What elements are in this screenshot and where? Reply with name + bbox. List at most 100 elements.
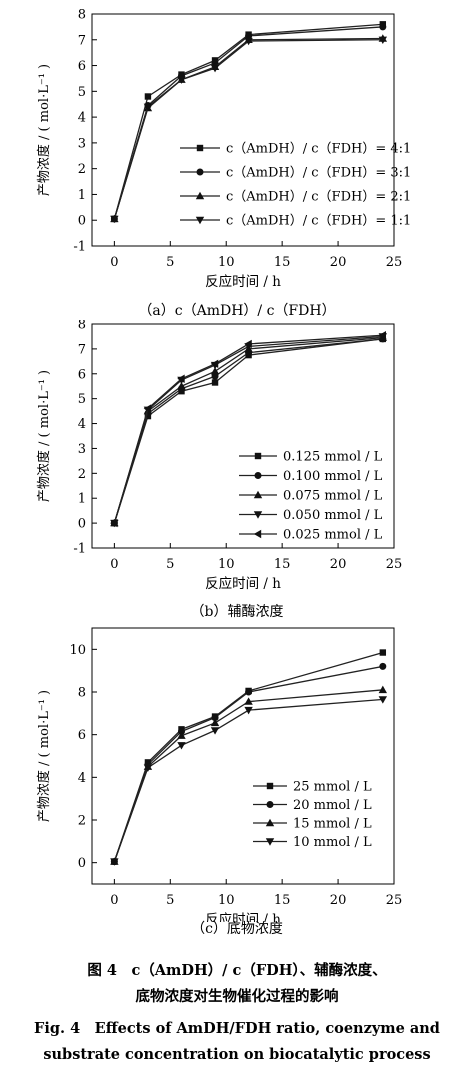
- x-tick-label: 5: [166, 557, 174, 572]
- x-tick-label: 0: [110, 893, 118, 908]
- data-point: [110, 858, 119, 866]
- y-tick-label: 4: [78, 417, 86, 432]
- y-tick-label: 1: [78, 492, 86, 507]
- legend-label: 0.075 mmol / L: [283, 489, 383, 504]
- figure-caption-cn-line1: 图 4 c（AmDH）/ c（FDH）、辅酶浓度、: [87, 962, 387, 979]
- y-tick-label: -1: [73, 542, 86, 557]
- data-point: [210, 727, 220, 735]
- data-point: [378, 36, 388, 44]
- y-axis-label: 产物浓度 / ( mol·L⁻¹ ): [36, 690, 52, 822]
- data-point: [244, 697, 253, 705]
- data-point: [143, 764, 153, 772]
- legend-label: 10 mmol / L: [293, 835, 372, 850]
- data-point: [211, 379, 219, 386]
- series-4: c（AmDH）/ c（FDH）= 1:1: [110, 36, 411, 229]
- data-point: [143, 404, 152, 413]
- legend-marker: [195, 191, 205, 200]
- data-point: [245, 688, 253, 696]
- data-point: [211, 714, 219, 722]
- chart-a: 0 5 10 15 20 25 -1 0 1 2 3 4 5 6 7 8 反应时间 / h 产物浓度 / ( mo…: [36, 8, 411, 291]
- data-point: [378, 696, 388, 704]
- x-tick-label: 25: [386, 557, 403, 572]
- legend-label: 15 mmol / L: [293, 817, 372, 832]
- y-tick-label: 5: [78, 392, 86, 407]
- data-point: [244, 339, 252, 349]
- legend-label: c（AmDH）/ c（FDH）= 4:1: [226, 142, 411, 157]
- y-tick-label: 7: [78, 342, 86, 357]
- chart-panel-b: 0 5 10 15 20 25 -1 0 1 2 3 4 5 6 7 8 反应时间 / h 产物浓度 / ( mo…: [0, 320, 474, 610]
- data-point: [378, 685, 388, 694]
- legend-marker: [253, 490, 263, 499]
- data-point: [210, 718, 220, 727]
- figure-caption-cn-line2: 底物浓度对生物催化过程的影响: [135, 988, 339, 1005]
- figure-caption-en-line2: substrate concentration on biocatalytic …: [43, 1046, 431, 1063]
- data-point: [177, 382, 186, 390]
- chart-panel-a: 0 5 10 15 20 25 -1 0 1 2 3 4 5 6 7 8 反应时间 / h 产物浓度 / ( mo…: [0, 0, 474, 300]
- data-point: [110, 518, 118, 528]
- y-tick-label: 7: [78, 33, 86, 48]
- y-tick-label: 3: [78, 136, 86, 151]
- y-tick-label: 8: [78, 8, 86, 23]
- legend-marker: [253, 511, 263, 519]
- legend-label: c（AmDH）/ c（FDH）= 3:1: [226, 166, 411, 181]
- data-point: [143, 103, 153, 111]
- data-point: [244, 37, 253, 46]
- x-tick-label: 20: [330, 557, 347, 572]
- y-tick-label: 3: [78, 442, 86, 457]
- plot-frame: [91, 13, 395, 247]
- y-tick-label: 2: [78, 814, 86, 829]
- y-tick-label: 0: [78, 517, 86, 532]
- legend-label: 0.125 mmol / L: [283, 450, 383, 465]
- data-point: [210, 359, 219, 369]
- x-tick-label: 10: [218, 255, 235, 270]
- legend-marker: [196, 144, 204, 152]
- chart-c: 0 5 10 15 20 25 0 2 4 6 8 10 反应时间 / h 产物浓度 / ( mol·L⁻…: [36, 627, 402, 922]
- x-tick-label: 5: [166, 893, 174, 908]
- data-point: [379, 662, 387, 670]
- data-point: [210, 367, 220, 375]
- data-point: [177, 742, 186, 750]
- x-tick-label: 10: [218, 893, 235, 908]
- chart-panel-c: 0 5 10 15 20 25 0 2 4 6 8 10 反应时间 / h 产物浓度 / ( mol·L⁻…: [0, 622, 474, 922]
- x-tick-label: 10: [218, 557, 235, 572]
- plot-frame: [91, 323, 395, 549]
- x-tick-label: 0: [110, 255, 118, 270]
- legend-marker: [195, 216, 205, 225]
- y-tick-label: 0: [78, 214, 86, 229]
- legend-label: 0.025 mmol / L: [283, 528, 383, 543]
- y-tick-label: 8: [78, 320, 86, 333]
- legend-marker: [196, 168, 204, 176]
- y-tick-label: 1: [78, 188, 86, 203]
- data-point: [144, 93, 152, 100]
- y-tick-label: 10: [69, 643, 86, 658]
- x-tick-label: 15: [274, 557, 291, 572]
- plot-frame: [91, 627, 395, 885]
- series-line: [113, 698, 383, 862]
- panel-c-caption: （c）底物浓度: [191, 921, 283, 937]
- x-tick-label: 15: [274, 255, 291, 270]
- data-point: [379, 649, 387, 656]
- series-1: 25 mmol / L: [111, 649, 387, 865]
- data-point: [244, 706, 253, 715]
- data-point: [110, 215, 119, 224]
- chart-b: 0 5 10 15 20 25 -1 0 1 2 3 4 5 6 7 8 反应时间 / h 产物浓度 / ( mo…: [36, 320, 403, 592]
- y-tick-label: 0: [78, 856, 86, 871]
- data-point: [177, 731, 186, 739]
- x-axis-label: 反应时间 / h: [205, 575, 281, 592]
- x-tick-label: 0: [110, 557, 118, 572]
- legend-label: 0.100 mmol / L: [283, 469, 383, 484]
- y-tick-label: 6: [78, 728, 86, 743]
- y-tick-label: 4: [78, 771, 86, 786]
- data-point: [177, 374, 185, 383]
- legend-label: c（AmDH）/ c（FDH）= 1:1: [226, 214, 411, 229]
- x-tick-label: 20: [330, 255, 347, 270]
- data-point: [177, 727, 185, 735]
- legend-marker: [265, 838, 275, 846]
- legend-marker: [253, 529, 262, 539]
- y-tick-label: 6: [78, 59, 86, 74]
- figure-caption-en-line1: Fig. 4 Effects of AmDH/FDH ratio, coenzy…: [34, 1020, 440, 1037]
- series-line: [113, 23, 383, 220]
- y-axis-label: 产物浓度 / ( mol·L⁻¹ ): [36, 64, 52, 196]
- series-line: [113, 334, 383, 524]
- y-tick-label: 5: [78, 85, 86, 100]
